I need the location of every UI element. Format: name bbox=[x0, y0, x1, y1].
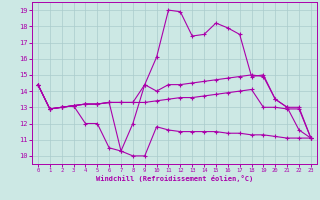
X-axis label: Windchill (Refroidissement éolien,°C): Windchill (Refroidissement éolien,°C) bbox=[96, 175, 253, 182]
